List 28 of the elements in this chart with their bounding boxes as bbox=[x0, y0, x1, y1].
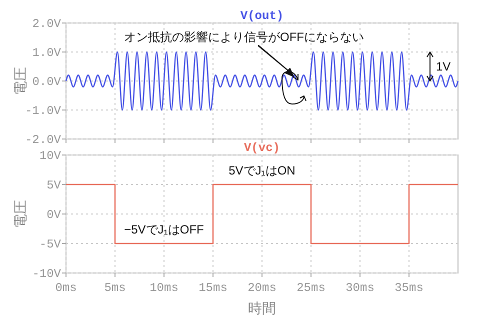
annotation: オン抵抗の影響により信号がOFFにならない bbox=[124, 30, 364, 44]
x-tick-label: 10ms bbox=[150, 281, 178, 295]
y-tick-label: -10V bbox=[32, 267, 62, 282]
y-tick-label: -5V bbox=[39, 238, 62, 252]
line-series bbox=[65, 51, 459, 111]
x-tick-label: 5ms bbox=[104, 281, 126, 295]
y-tick-label: 0.0V bbox=[32, 75, 62, 90]
x-tick-label: 0ms bbox=[55, 281, 77, 295]
y-axis-title: 電圧 bbox=[12, 67, 28, 95]
chart-title: V(out) bbox=[240, 9, 284, 23]
y-tick-label: 1.0V bbox=[32, 46, 62, 60]
y-tick-label: 2.0V bbox=[32, 17, 62, 32]
x-axis-title: 時間 bbox=[248, 300, 276, 316]
y-tick-label: 10V bbox=[39, 149, 62, 164]
x-tick-label: 30ms bbox=[346, 281, 374, 295]
annotation: 1V bbox=[436, 60, 451, 74]
x-tick-label: 35ms bbox=[394, 281, 424, 295]
y-tick-label: 5V bbox=[46, 178, 62, 193]
y-axis-title: 電圧 bbox=[12, 200, 28, 228]
x-tick-label: 25ms bbox=[296, 281, 326, 295]
chart-title: V(vc) bbox=[244, 141, 280, 155]
y-tick-label: -1.0V bbox=[24, 104, 62, 118]
y-tick-label: -2.0V bbox=[24, 133, 62, 148]
annotation: −5VでJ₁はOFF bbox=[124, 222, 204, 236]
x-tick-label: 20ms bbox=[248, 281, 276, 295]
annotation: 5VでJ₁はON bbox=[228, 164, 296, 178]
x-tick-label: 15ms bbox=[198, 281, 228, 295]
y-tick-label: 0V bbox=[46, 208, 62, 222]
